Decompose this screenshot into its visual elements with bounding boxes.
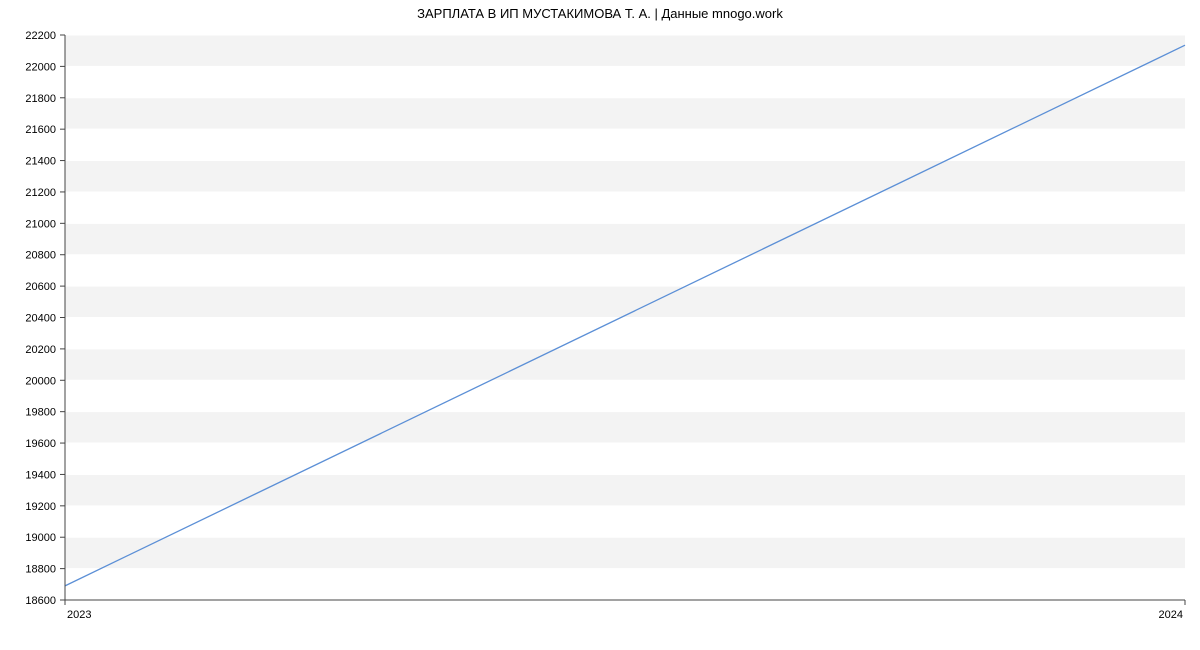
- y-tick-label: 19200: [25, 501, 56, 513]
- y-tick-label: 20600: [25, 281, 56, 293]
- y-tick-label: 20800: [25, 250, 56, 262]
- grid-band: [65, 474, 1185, 505]
- chart-container: ЗАРПЛАТА В ИП МУСТАКИМОВА Т. А. | Данные…: [0, 0, 1200, 650]
- grid-band: [65, 286, 1185, 317]
- y-tick-label: 21200: [25, 187, 56, 199]
- y-tick-label: 22200: [25, 30, 56, 42]
- grid-band: [65, 223, 1185, 254]
- y-tick-label: 21000: [25, 218, 56, 230]
- y-tick-label: 19600: [25, 438, 56, 450]
- grid-band: [65, 98, 1185, 129]
- y-tick-label: 19400: [25, 469, 56, 481]
- grid-band: [65, 380, 1185, 411]
- grid-band: [65, 506, 1185, 537]
- grid-band: [65, 255, 1185, 286]
- y-tick-label: 22000: [25, 61, 56, 73]
- grid-band: [65, 129, 1185, 160]
- x-tick-label: 2023: [67, 609, 91, 621]
- y-tick-label: 20000: [25, 375, 56, 387]
- y-tick-label: 18600: [25, 595, 56, 607]
- grid-band: [65, 318, 1185, 349]
- grid-band: [65, 349, 1185, 380]
- y-tick-label: 19000: [25, 532, 56, 544]
- y-tick-label: 20400: [25, 313, 56, 325]
- x-tick-label: 2024: [1159, 609, 1183, 621]
- y-tick-label: 18800: [25, 564, 56, 576]
- y-tick-label: 21800: [25, 93, 56, 105]
- grid-band: [65, 569, 1185, 600]
- grid-band: [65, 35, 1185, 66]
- grid-band: [65, 537, 1185, 568]
- grid-band: [65, 443, 1185, 474]
- y-tick-label: 21400: [25, 156, 56, 168]
- grid-band: [65, 66, 1185, 97]
- y-tick-label: 19800: [25, 407, 56, 419]
- chart-title: ЗАРПЛАТА В ИП МУСТАКИМОВА Т. А. | Данные…: [0, 6, 1200, 21]
- y-tick-label: 20200: [25, 344, 56, 356]
- grid-band: [65, 412, 1185, 443]
- chart-svg: 18600 18800 19000 19200 19400 19600 19800 20000…: [0, 0, 1200, 650]
- grid-band: [65, 192, 1185, 223]
- y-tick-label: 21600: [25, 124, 56, 136]
- grid-band: [65, 161, 1185, 192]
